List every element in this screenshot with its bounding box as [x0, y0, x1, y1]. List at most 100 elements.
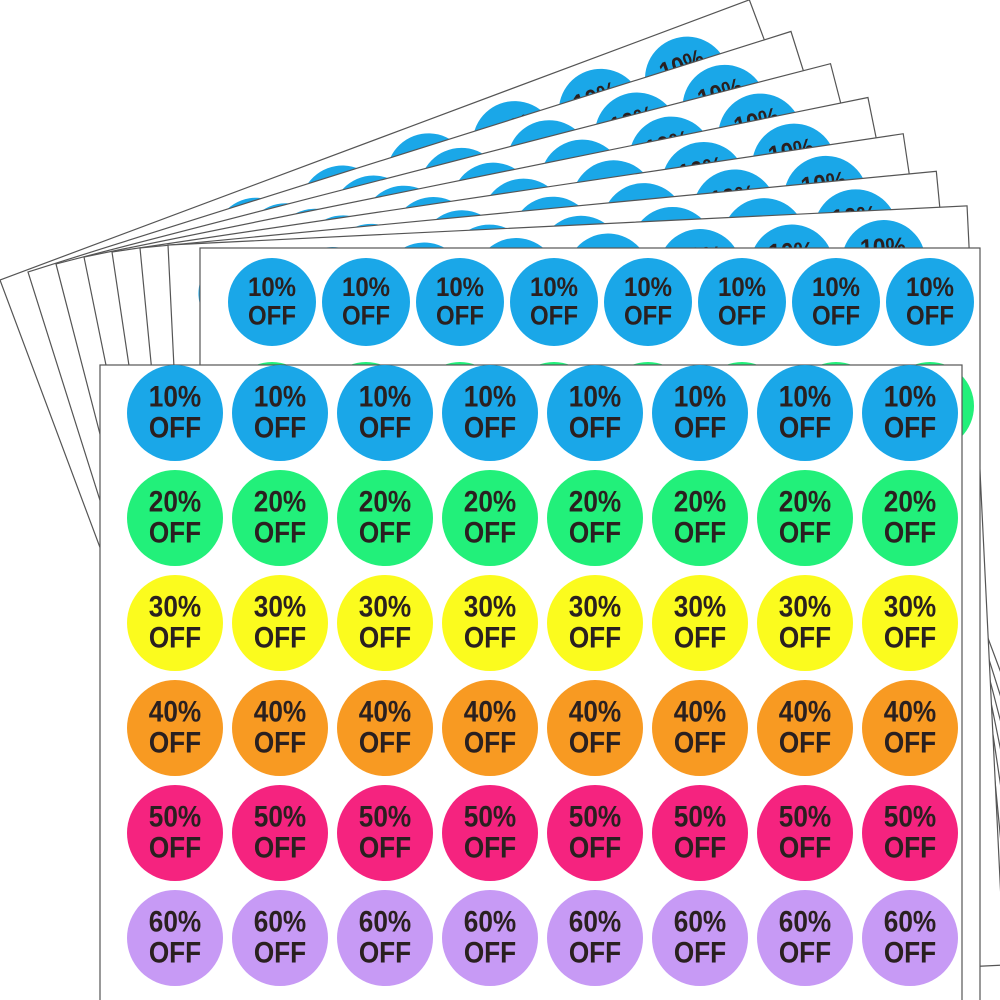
sticker-percent: 10% [718, 273, 766, 303]
sticker [757, 680, 853, 776]
sticker-percent: 10% [569, 380, 621, 413]
sticker-percent: 50% [359, 800, 411, 833]
sticker-percent: 10% [779, 380, 831, 413]
sticker-off: OFF [674, 936, 726, 969]
sticker-off: OFF [569, 831, 621, 864]
sticker-percent: 40% [149, 695, 201, 728]
sticker [757, 365, 853, 461]
sticker [127, 890, 223, 986]
sticker-off: OFF [674, 621, 726, 654]
sticker-percent: 40% [884, 695, 936, 728]
sticker-off: OFF [884, 621, 936, 654]
sticker-percent: 30% [779, 590, 831, 623]
sticker-percent: 30% [359, 590, 411, 623]
sticker [337, 680, 433, 776]
sticker-off: OFF [674, 831, 726, 864]
sticker-percent: 40% [359, 695, 411, 728]
sticker-off: OFF [884, 936, 936, 969]
sticker-off: OFF [254, 936, 306, 969]
sticker-percent: 60% [149, 905, 201, 938]
sticker-off: OFF [359, 726, 411, 759]
sticker [127, 365, 223, 461]
sticker [862, 680, 958, 776]
sticker-percent: 40% [674, 695, 726, 728]
sticker-percent: 20% [884, 485, 936, 518]
sticker [652, 365, 748, 461]
sticker-off: OFF [464, 831, 516, 864]
sticker [337, 785, 433, 881]
sticker-off: OFF [674, 411, 726, 444]
sticker [127, 470, 223, 566]
sticker-percent: 50% [884, 800, 936, 833]
sticker-percent: 20% [464, 485, 516, 518]
sticker-percent: 10% [530, 273, 578, 303]
sticker [757, 890, 853, 986]
sticker [232, 680, 328, 776]
sticker [442, 785, 538, 881]
sticker-off: OFF [464, 726, 516, 759]
sticker-off: OFF [569, 621, 621, 654]
sticker [337, 575, 433, 671]
sticker-off: OFF [674, 726, 726, 759]
sticker-percent: 10% [674, 380, 726, 413]
sticker-off: OFF [359, 831, 411, 864]
sticker [862, 890, 958, 986]
sticker-off: OFF [464, 621, 516, 654]
sticker [792, 258, 880, 346]
sticker-percent: 60% [569, 905, 621, 938]
sticker [232, 890, 328, 986]
sticker-percent: 60% [359, 905, 411, 938]
sticker-percent: 50% [149, 800, 201, 833]
sticker-off: OFF [149, 411, 201, 444]
sticker-percent: 10% [149, 380, 201, 413]
sticker [442, 890, 538, 986]
sticker-percent: 60% [779, 905, 831, 938]
sticker-off: OFF [779, 726, 831, 759]
sticker-percent: 50% [254, 800, 306, 833]
sticker-off: OFF [248, 301, 296, 331]
sticker-percent: 30% [464, 590, 516, 623]
sticker-off: OFF [779, 621, 831, 654]
sticker-off: OFF [718, 301, 766, 331]
sticker [547, 890, 643, 986]
sticker-off: OFF [779, 831, 831, 864]
sticker [322, 258, 410, 346]
sticker [757, 575, 853, 671]
sticker [228, 258, 316, 346]
sticker-percent: 10% [464, 380, 516, 413]
sticker [757, 785, 853, 881]
sticker [127, 575, 223, 671]
sticker [127, 785, 223, 881]
sticker-off: OFF [342, 301, 390, 331]
sticker [652, 785, 748, 881]
sticker-off: OFF [254, 516, 306, 549]
sticker-off: OFF [884, 516, 936, 549]
sticker [862, 785, 958, 881]
sticker [698, 258, 786, 346]
sticker-off: OFF [779, 411, 831, 444]
sticker-off: OFF [149, 726, 201, 759]
sticker-percent: 20% [149, 485, 201, 518]
sticker-percent: 30% [569, 590, 621, 623]
sticker-off: OFF [254, 621, 306, 654]
sticker-percent: 10% [359, 380, 411, 413]
sticker [232, 470, 328, 566]
sticker-percent: 10% [254, 380, 306, 413]
sticker-percent: 20% [254, 485, 306, 518]
sticker-percent: 60% [884, 905, 936, 938]
sticker-off: OFF [464, 516, 516, 549]
sticker-percent: 20% [359, 485, 411, 518]
sticker [416, 258, 504, 346]
sticker-off: OFF [624, 301, 672, 331]
sticker-percent: 50% [779, 800, 831, 833]
sticker-percent: 10% [884, 380, 936, 413]
sticker [652, 470, 748, 566]
sticker-percent: 60% [254, 905, 306, 938]
sticker-off: OFF [359, 936, 411, 969]
sticker [652, 680, 748, 776]
sticker [862, 365, 958, 461]
sticker-off: OFF [254, 831, 306, 864]
sticker-percent: 50% [569, 800, 621, 833]
sticker-off: OFF [464, 411, 516, 444]
